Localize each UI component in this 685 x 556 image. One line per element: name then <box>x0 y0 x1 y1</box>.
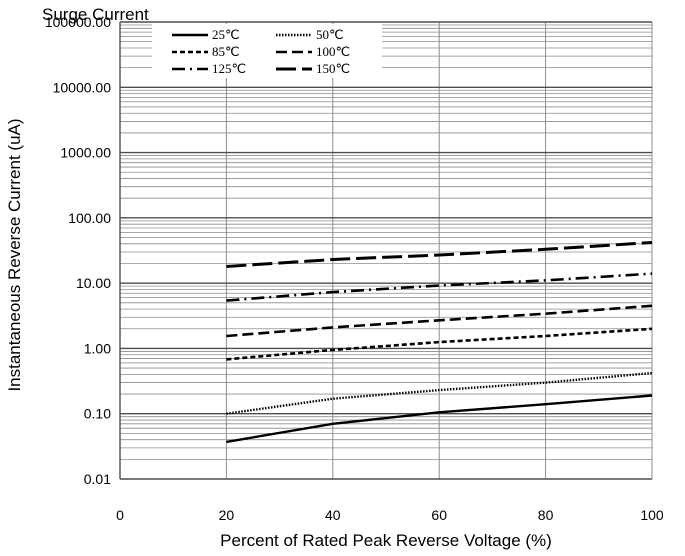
series-line <box>226 327 653 361</box>
legend-label: 25℃ <box>212 27 240 42</box>
axes: 0.01 0.10 1.00 10.00 100.00 1000.00 10000.00 10… <box>45 14 664 523</box>
y-tick-label: 10000.00 <box>53 79 112 95</box>
series-line <box>226 241 653 268</box>
x-tick-label: 60 <box>431 507 447 523</box>
legend-label: 100℃ <box>316 44 350 59</box>
series-line <box>226 394 653 444</box>
legend-label: 50℃ <box>316 27 344 42</box>
y-tick-label: 1.00 <box>84 340 111 356</box>
x-axis-title: Percent of Rated Peak Reverse Voltage (%… <box>220 531 552 550</box>
x-tick-label: 20 <box>219 507 235 523</box>
grid <box>120 21 653 480</box>
legend-label: 125℃ <box>212 61 246 76</box>
legend-label: 85℃ <box>212 44 240 59</box>
x-tick-label: 80 <box>538 507 554 523</box>
y-tick-label: 0.01 <box>84 471 111 487</box>
series-line <box>226 272 653 302</box>
legend: 25℃ 50℃ 85℃ 100℃ 125℃ 150℃ <box>152 24 382 78</box>
y-tick-label: 100000.00 <box>45 14 111 30</box>
y-tick-label: 0.10 <box>84 406 111 422</box>
y-tick-label: 10.00 <box>76 275 111 291</box>
x-tick-label: 100 <box>640 507 664 523</box>
chart-title: Surge Current <box>42 5 149 24</box>
x-tick-label: 40 <box>325 507 341 523</box>
series-group <box>226 241 653 444</box>
y-tick-label: 100.00 <box>68 210 111 226</box>
y-tick-label: 1000.00 <box>60 145 111 161</box>
legend-label: 150℃ <box>316 61 350 76</box>
series-line <box>226 371 653 415</box>
series-line <box>226 304 653 338</box>
x-tick-label: 0 <box>116 507 124 523</box>
y-axis-title: Instantaneous Reverse Current (uA) <box>5 118 24 391</box>
